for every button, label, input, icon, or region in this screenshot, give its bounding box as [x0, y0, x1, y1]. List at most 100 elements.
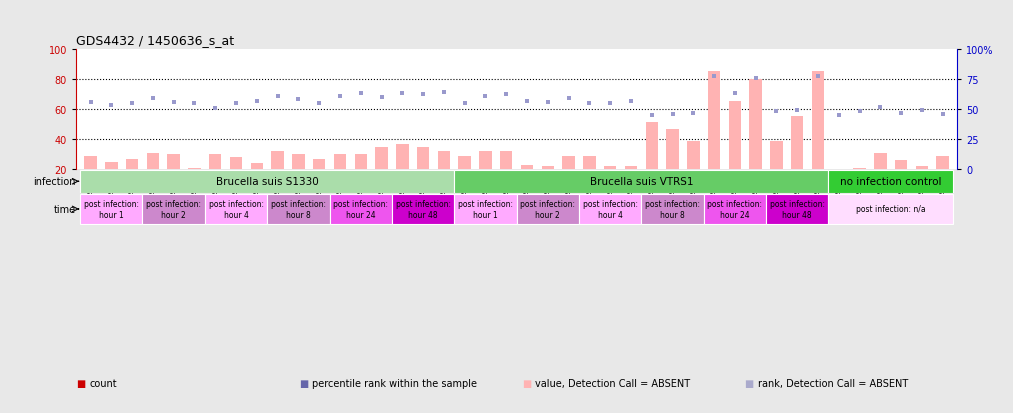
Text: post infection:
hour 48: post infection: hour 48 — [396, 200, 451, 219]
Bar — [84, 156, 97, 170]
Bar — [459, 156, 471, 170]
Point — [249, 98, 265, 104]
Point — [935, 111, 951, 118]
Text: ■: ■ — [76, 378, 85, 388]
Text: post infection:
hour 24: post infection: hour 24 — [707, 200, 763, 219]
Bar — [704, 195, 766, 224]
Bar — [766, 195, 829, 224]
Point — [374, 94, 390, 101]
Point — [269, 93, 286, 100]
Bar — [750, 80, 762, 170]
Point — [477, 93, 493, 100]
Bar — [250, 164, 263, 170]
Text: value, Detection Call = ABSENT: value, Detection Call = ABSENT — [535, 378, 690, 388]
Bar — [205, 195, 267, 224]
Text: ■: ■ — [299, 378, 308, 388]
Point — [311, 100, 327, 107]
Bar — [641, 195, 704, 224]
Bar — [770, 141, 783, 170]
Bar — [583, 156, 596, 170]
Text: post infection:
hour 1: post infection: hour 1 — [84, 200, 139, 219]
Bar — [105, 162, 118, 170]
Bar — [267, 195, 329, 224]
Text: count: count — [89, 378, 116, 388]
Bar — [438, 152, 450, 170]
Text: infection: infection — [33, 177, 76, 187]
Bar — [333, 155, 346, 170]
Point — [82, 99, 98, 106]
Bar — [562, 156, 574, 170]
Point — [540, 99, 556, 106]
Text: rank, Detection Call = ABSENT: rank, Detection Call = ABSENT — [758, 378, 908, 388]
Bar — [417, 147, 430, 170]
Point — [665, 111, 681, 118]
Bar — [479, 152, 491, 170]
Bar — [355, 155, 367, 170]
Text: post infection:
hour 48: post infection: hour 48 — [770, 200, 825, 219]
Bar — [791, 117, 803, 170]
Point — [519, 98, 535, 104]
Text: percentile rank within the sample: percentile rank within the sample — [312, 378, 477, 388]
Bar — [80, 195, 143, 224]
Bar — [728, 102, 742, 170]
Text: post infection:
hour 2: post infection: hour 2 — [146, 200, 202, 219]
Bar — [916, 167, 928, 170]
Bar — [375, 147, 388, 170]
Text: post infection:
hour 4: post infection: hour 4 — [582, 200, 637, 219]
Text: post infection:
hour 1: post infection: hour 1 — [458, 200, 513, 219]
Bar — [167, 155, 180, 170]
Point — [893, 110, 910, 116]
Bar — [500, 152, 513, 170]
Bar — [454, 170, 829, 193]
Point — [872, 104, 888, 111]
Point — [643, 112, 659, 119]
Point — [768, 109, 784, 115]
Bar — [829, 170, 953, 193]
Bar — [80, 170, 454, 193]
Point — [415, 92, 432, 99]
Bar — [329, 195, 392, 224]
Point — [852, 109, 868, 115]
Text: post infection:
hour 24: post infection: hour 24 — [333, 200, 388, 219]
Bar — [936, 156, 949, 170]
Bar — [521, 165, 533, 170]
Point — [602, 100, 618, 107]
Bar — [645, 123, 658, 170]
Bar — [667, 129, 679, 170]
Bar — [209, 155, 222, 170]
Point — [165, 99, 181, 106]
Bar — [392, 195, 454, 224]
Point — [810, 74, 827, 81]
Bar — [811, 72, 825, 170]
Bar — [708, 72, 720, 170]
Text: post infection:
hour 4: post infection: hour 4 — [209, 200, 263, 219]
Bar — [147, 153, 159, 170]
Bar — [625, 167, 637, 170]
Point — [291, 97, 307, 103]
Point — [685, 110, 701, 116]
Bar — [230, 158, 242, 170]
Point — [332, 93, 348, 100]
Bar — [271, 152, 284, 170]
Text: no infection control: no infection control — [840, 177, 941, 187]
Point — [706, 74, 722, 81]
Point — [748, 75, 764, 82]
Point — [207, 105, 223, 112]
Text: post infection:
hour 8: post infection: hour 8 — [270, 200, 326, 219]
Bar — [579, 195, 641, 224]
Point — [560, 95, 576, 102]
Point — [145, 95, 161, 102]
Bar — [126, 159, 139, 170]
Bar — [396, 144, 408, 170]
Text: Brucella suis S1330: Brucella suis S1330 — [216, 177, 318, 187]
Bar — [604, 167, 616, 170]
Point — [186, 100, 203, 107]
Text: ■: ■ — [522, 378, 531, 388]
Point — [436, 90, 452, 96]
Text: Brucella suis VTRS1: Brucella suis VTRS1 — [590, 177, 693, 187]
Bar — [188, 168, 201, 170]
Text: GDS4432 / 1450636_s_at: GDS4432 / 1450636_s_at — [76, 34, 234, 47]
Text: post infection: n/a: post infection: n/a — [856, 205, 926, 214]
Point — [498, 92, 515, 99]
Bar — [833, 170, 845, 174]
